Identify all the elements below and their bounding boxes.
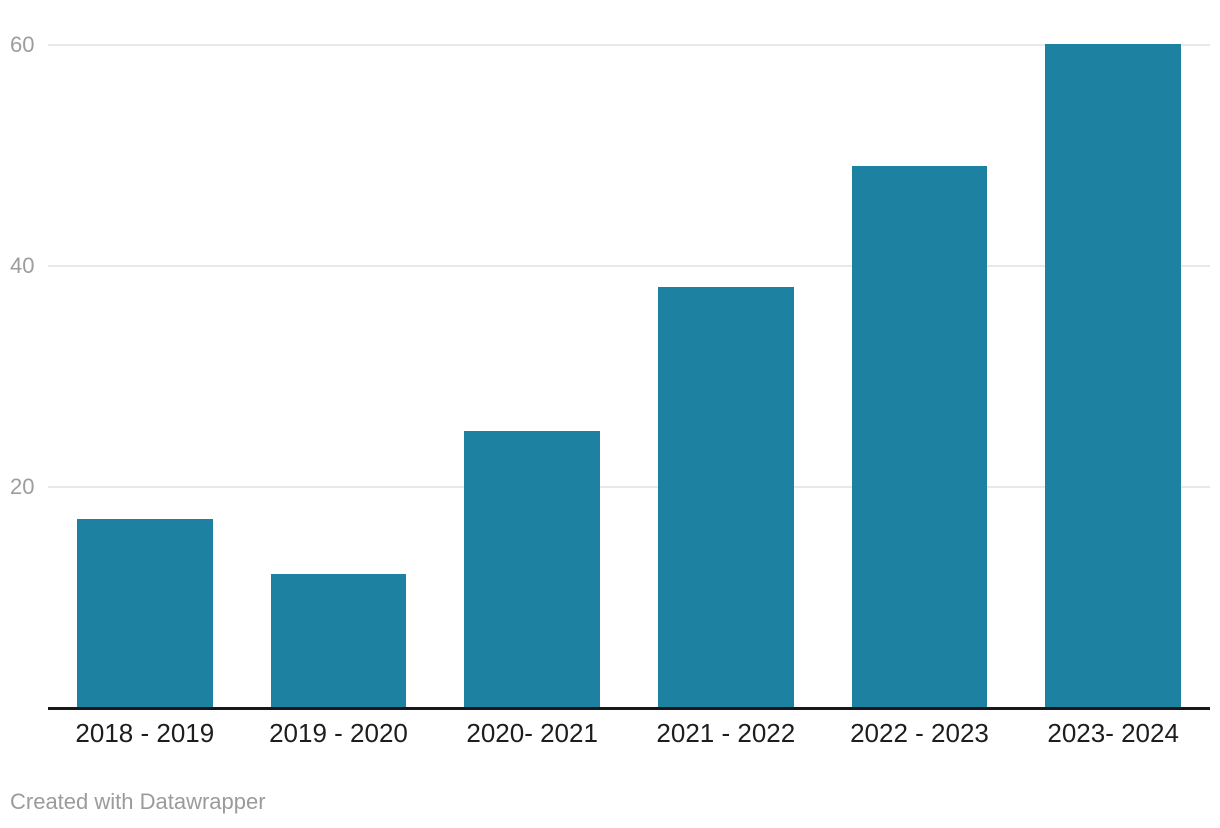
bar-6[interactable] — [1045, 44, 1181, 707]
y-tick-label-60: 60 — [10, 32, 35, 57]
x-axis-line — [48, 707, 1210, 710]
x-tick-label-4: 2021 - 2022 — [656, 718, 796, 748]
datawrapper-attribution-link[interactable]: Created with Datawrapper — [10, 789, 266, 814]
bar-3[interactable] — [464, 431, 600, 707]
gridline-20 — [48, 486, 1210, 488]
x-tick-label-6: 2023- 2024 — [1047, 718, 1179, 748]
gridline-40 — [48, 265, 1210, 267]
bar-1[interactable] — [77, 519, 213, 707]
x-tick-label-2: 2019 - 2020 — [269, 718, 408, 748]
bar-4[interactable] — [658, 287, 794, 707]
bar-2[interactable] — [270, 574, 407, 707]
attribution-line: Created with Datawrapper — [10, 789, 266, 815]
x-tick-label-3: 2020- 2021 — [466, 718, 598, 748]
x-tick-label-5: 2022 - 2023 — [850, 718, 989, 748]
y-tick-label-40: 40 — [10, 253, 35, 278]
y-tick-label-20: 20 — [10, 474, 35, 499]
x-tick-label-1: 2018 - 2019 — [75, 718, 215, 748]
gridline-60 — [48, 44, 1210, 46]
bar-5[interactable] — [851, 166, 988, 707]
